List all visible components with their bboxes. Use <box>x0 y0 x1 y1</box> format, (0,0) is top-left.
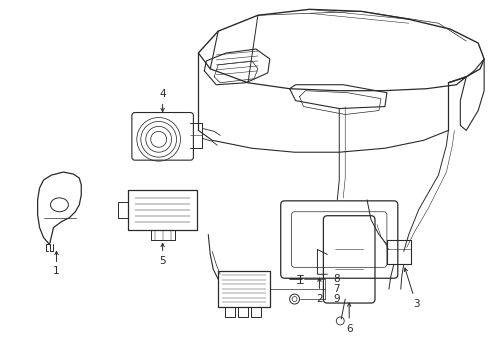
Text: 8: 8 <box>333 274 339 284</box>
Text: 7: 7 <box>333 284 339 294</box>
Text: 3: 3 <box>412 299 419 309</box>
Text: 6: 6 <box>345 324 352 334</box>
Text: 4: 4 <box>159 89 165 99</box>
Text: 9: 9 <box>333 294 339 304</box>
Text: 5: 5 <box>159 256 165 266</box>
Text: 2: 2 <box>315 294 322 304</box>
Text: 1: 1 <box>53 266 60 276</box>
